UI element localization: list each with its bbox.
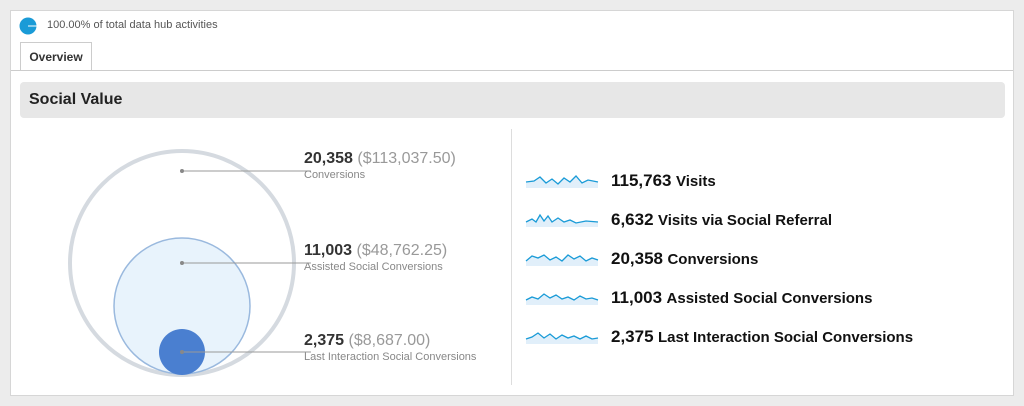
circle-label: 11,003 ($48,762.25) Assisted Social Conve… (304, 242, 447, 273)
value: 11,003 (304, 242, 353, 259)
metric-value: 11,003 (611, 288, 663, 307)
pie-icon (19, 17, 37, 35)
metric: 11,003 Assisted Social Conversions (611, 288, 872, 308)
value-row: 2,375 ($8,687.00) (304, 332, 476, 350)
sparkline (525, 293, 599, 305)
header-text: 100.00% of total data hub activities (47, 19, 218, 31)
label: Assisted Social Conversions (304, 261, 443, 273)
amount: ($48,762.25) (356, 242, 448, 259)
amount: ($8,687.00) (348, 332, 431, 349)
metric: 6,632 Visits via Social Referral (611, 210, 832, 230)
metric-label: Visits via Social Referral (658, 212, 832, 229)
circle-label: 2,375 ($8,687.00) Last Interaction Social… (304, 332, 476, 363)
label: Conversions (304, 169, 366, 181)
sparkline (525, 213, 599, 227)
value-row: 20,358 ($113,037.50) (304, 150, 456, 168)
sparkline (525, 175, 599, 188)
metric-value: 6,632 (611, 210, 654, 229)
metric: 2,375 Last Interaction Social Conversion… (611, 327, 913, 347)
metric-value: 115,763 (611, 171, 672, 190)
sparkline (525, 332, 599, 344)
section-title: Social Value (20, 82, 1005, 118)
metric-label: Visits (675, 173, 716, 190)
label: Last Interaction Social Conversions (304, 351, 477, 363)
divider (11, 70, 1013, 71)
sparkline (525, 254, 599, 266)
value: 20,358 (304, 150, 353, 167)
amount: ($113,037.50) (357, 150, 456, 167)
metric-label: Conversions (667, 251, 759, 268)
metric-label: Last Interaction Social Conversions (658, 329, 914, 346)
circle-label: 20,358 ($113,037.50) Conversions (304, 150, 456, 181)
metric-value: 20,358 (611, 249, 663, 268)
metric-value: 2,375 (611, 327, 654, 346)
metric: 20,358 Conversions (611, 249, 758, 269)
value: 2,375 (304, 332, 345, 349)
metric: 115,763 Visits (611, 171, 716, 191)
panel: 100.00% of total data hub activities Ove… (10, 10, 1014, 396)
tab[interactable]: Overview (20, 42, 92, 70)
circles (68, 149, 311, 377)
divider (511, 129, 512, 385)
metric-label: Assisted Social Conversions (666, 290, 873, 307)
value-row: 11,003 ($48,762.25) (304, 242, 447, 260)
